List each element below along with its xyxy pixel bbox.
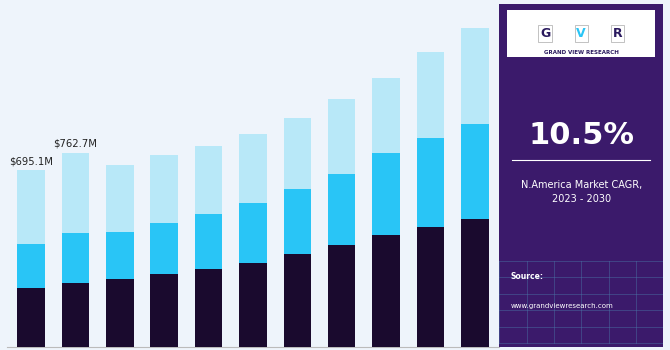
Bar [328, 174, 355, 245]
Text: www.grandviewresearch.com: www.grandviewresearch.com [511, 303, 614, 309]
Bar [151, 274, 178, 346]
Bar [106, 232, 133, 279]
Bar [195, 215, 222, 269]
Bar [373, 153, 400, 235]
Bar [106, 279, 133, 346]
Bar [239, 203, 267, 262]
Bar [151, 155, 178, 223]
FancyBboxPatch shape [507, 10, 655, 57]
Text: Source:: Source: [511, 272, 543, 281]
Bar [461, 28, 488, 124]
Bar [417, 227, 444, 346]
Text: R: R [612, 27, 622, 40]
Bar [417, 138, 444, 227]
Bar [62, 283, 89, 346]
Text: N.America Market CAGR,
2023 - 2030: N.America Market CAGR, 2023 - 2030 [521, 180, 642, 204]
Bar [151, 223, 178, 274]
Bar [283, 118, 311, 189]
Text: $762.7M: $762.7M [54, 139, 97, 149]
Bar [373, 78, 400, 153]
Bar [373, 235, 400, 346]
Bar [417, 52, 444, 138]
Text: $695.1M: $695.1M [9, 156, 53, 166]
Bar [17, 170, 45, 244]
Text: V: V [576, 27, 586, 40]
Bar [195, 269, 222, 346]
Bar [17, 244, 45, 288]
Bar [195, 146, 222, 215]
Bar [239, 262, 267, 346]
Bar [283, 189, 311, 254]
Bar [106, 165, 133, 232]
Bar [461, 124, 488, 219]
Bar [17, 288, 45, 346]
Bar [328, 245, 355, 346]
Bar [328, 99, 355, 174]
Bar [461, 219, 488, 346]
Text: GRAND VIEW RESEARCH: GRAND VIEW RESEARCH [544, 50, 618, 55]
Bar [62, 153, 89, 233]
Bar [62, 233, 89, 283]
Text: G: G [540, 27, 550, 40]
Bar [239, 134, 267, 203]
Text: 10.5%: 10.5% [528, 121, 634, 150]
Bar [283, 254, 311, 346]
